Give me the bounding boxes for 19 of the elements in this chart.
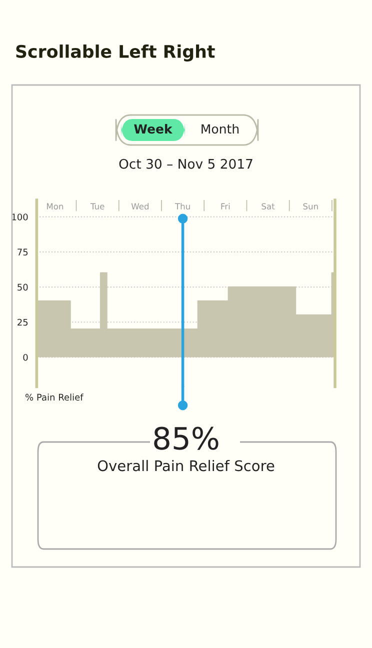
text: Overall Pain Relief Score: [98, 460, 274, 472]
x-tick-label: Sat: [262, 203, 275, 210]
text: Week: [134, 124, 173, 134]
y-tick-label: 0: [23, 354, 28, 361]
y-tick-label: 50: [18, 284, 28, 291]
y-axis-title: % Pain Relief: [26, 394, 84, 401]
text: 85%: [154, 426, 218, 450]
chart-title: Scrollable Left Right: [16, 44, 215, 62]
x-tick-label: Fri: [221, 203, 230, 210]
y-tick-label: 25: [18, 318, 28, 326]
text: Month: [202, 124, 239, 134]
x-tick-label: Wed: [131, 203, 149, 210]
x-tick-label: Tue: [90, 203, 104, 210]
y-tick-label: 100: [12, 214, 28, 220]
text: Oct 30 – Nov 5 2017: [119, 158, 252, 169]
x-tick-label: Thu: [174, 203, 190, 210]
x-tick-label: Mon: [46, 203, 64, 210]
y-tick-label: 75: [18, 248, 28, 256]
x-tick-label: Sun: [303, 203, 318, 210]
